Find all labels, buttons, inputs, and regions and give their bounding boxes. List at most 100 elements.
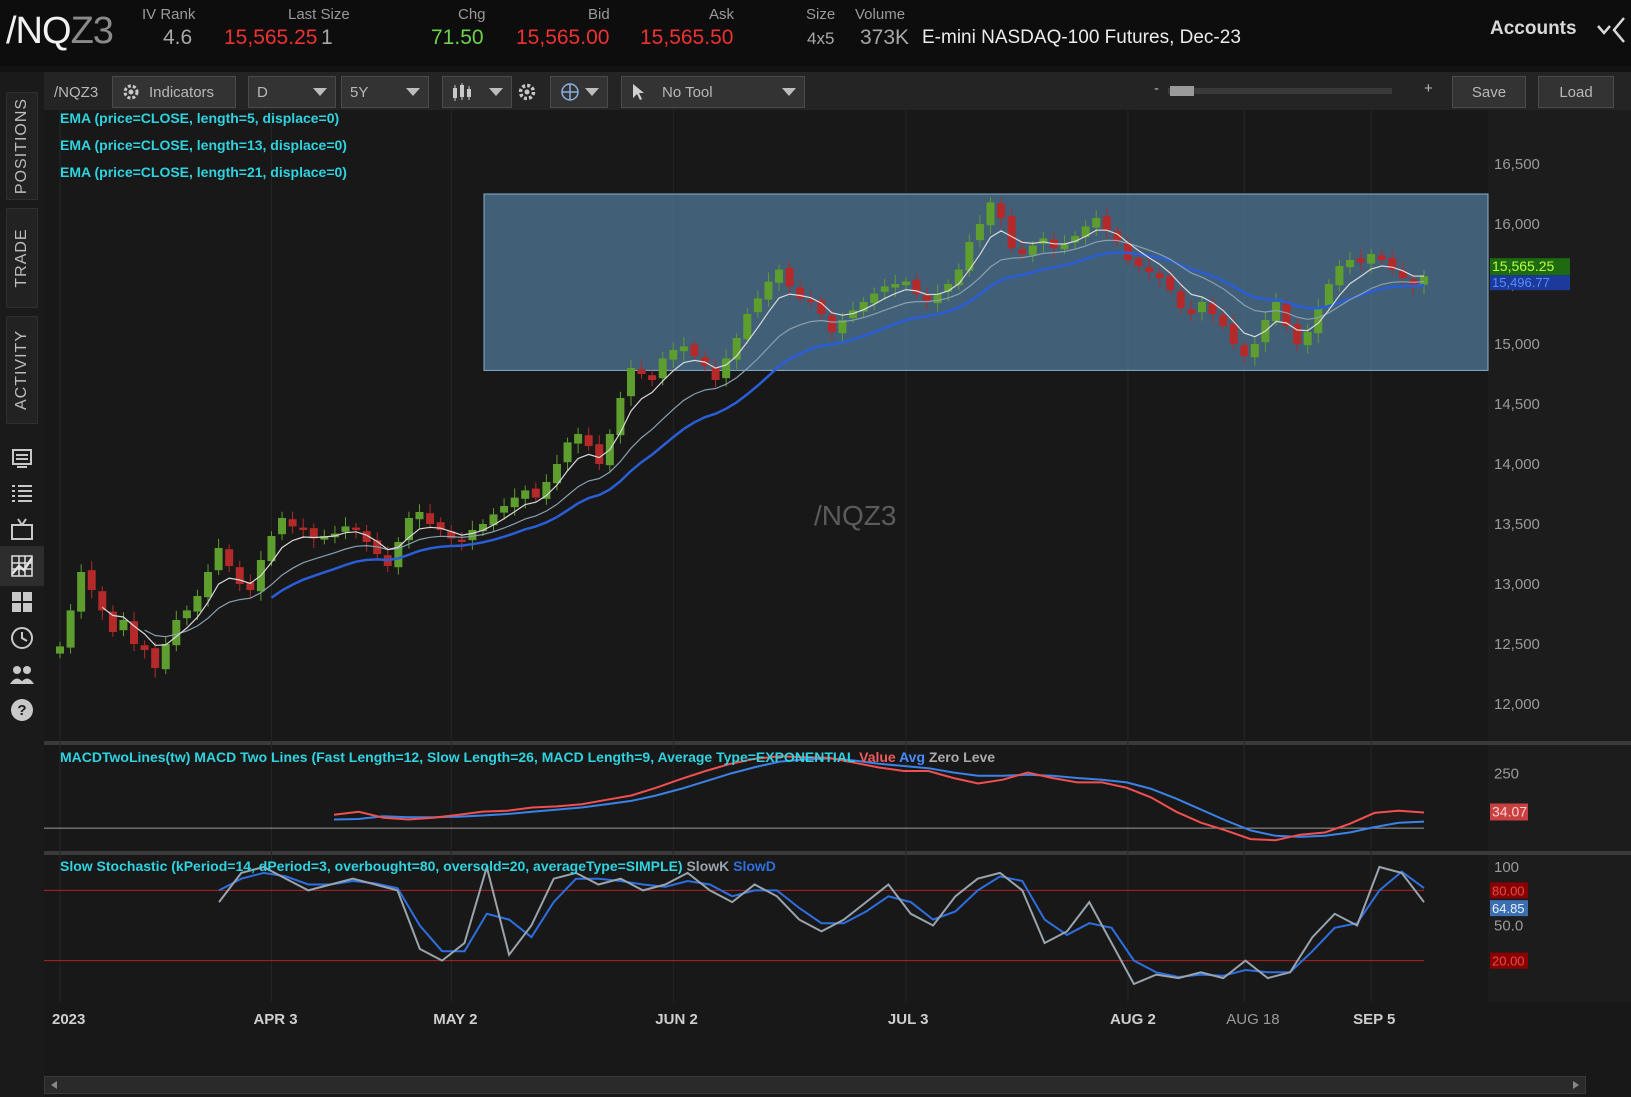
candle-body bbox=[552, 464, 561, 484]
tiles-icon[interactable] bbox=[8, 588, 36, 616]
candle-body bbox=[616, 398, 625, 436]
indicators-button[interactable]: Indicators bbox=[112, 76, 236, 108]
tab-activity[interactable]: ACTIVITY bbox=[6, 316, 38, 424]
macd-title: MACDTwoLines(tw) MACD Two Lines (Fast Le… bbox=[60, 749, 856, 765]
chart-toolbar: /NQZ3 Indicators D 5Y No Tool - + Save L… bbox=[44, 72, 1631, 110]
stoch-legend[interactable]: Slow Stochastic (kPeriod=14, dPeriod=3, … bbox=[60, 858, 776, 874]
overbought-badge bbox=[1490, 882, 1528, 899]
scroll-right-icon[interactable] bbox=[1569, 1078, 1583, 1092]
candle-body bbox=[1197, 302, 1206, 313]
candle-body bbox=[933, 293, 942, 304]
slowd-badge bbox=[1490, 900, 1528, 917]
candle-body bbox=[362, 531, 371, 542]
price-axis-tick: 12,000 bbox=[1494, 696, 1540, 713]
candle-body bbox=[722, 358, 731, 379]
date-axis-tick: JUN 2 bbox=[655, 1011, 698, 1028]
candle-body bbox=[1219, 315, 1228, 326]
slowd-legend: SlowD bbox=[733, 858, 776, 874]
monitor-icon[interactable] bbox=[8, 444, 36, 472]
candle-body bbox=[1081, 226, 1090, 238]
last-size-qty: 1 bbox=[321, 26, 333, 49]
candle-body bbox=[447, 531, 456, 539]
save-button[interactable]: Save bbox=[1452, 76, 1526, 108]
left-sidebar: POSITIONS TRADE ACTIVITY ? bbox=[0, 72, 44, 1097]
price-axis-tick: 15,000 bbox=[1494, 336, 1540, 353]
accounts-menu[interactable]: Accounts bbox=[1490, 18, 1577, 39]
change-label: Chg bbox=[458, 6, 486, 23]
date-axis-bg bbox=[44, 1002, 1631, 1032]
stoch-title: Slow Stochastic (kPeriod=14, dPeriod=3, … bbox=[60, 858, 683, 874]
candle-body bbox=[806, 299, 815, 302]
candle-body bbox=[775, 269, 784, 283]
candle-body bbox=[204, 572, 213, 598]
candle-body bbox=[108, 611, 117, 632]
price-axis-tick: 13,500 bbox=[1494, 516, 1540, 533]
list-icon[interactable] bbox=[8, 480, 36, 508]
chevron-down-icon[interactable] bbox=[1596, 23, 1612, 37]
drawing-style-dropdown[interactable] bbox=[550, 76, 608, 108]
chart-style-dropdown[interactable] bbox=[442, 76, 512, 108]
active-chart-tab[interactable] bbox=[0, 546, 44, 586]
candle-body bbox=[1039, 238, 1048, 244]
zoom-slider-handle[interactable] bbox=[1170, 86, 1194, 96]
ema13-label[interactable]: EMA (price=CLOSE, length=13, displace=0) bbox=[60, 137, 347, 153]
candle-body bbox=[140, 645, 149, 650]
aggregation-dropdown[interactable]: D bbox=[248, 76, 336, 108]
price-axis-tick: 12,500 bbox=[1494, 636, 1540, 653]
candle-body bbox=[1123, 243, 1132, 260]
svg-text:?: ? bbox=[17, 702, 26, 719]
candle-body bbox=[172, 620, 181, 646]
candle-body bbox=[278, 518, 287, 535]
symbol-display[interactable]: /NQZ3 bbox=[6, 10, 114, 53]
candle-body bbox=[1356, 258, 1365, 263]
chevron-down-icon bbox=[585, 88, 599, 96]
candle-body bbox=[66, 610, 75, 648]
tab-trade[interactable]: TRADE bbox=[6, 208, 38, 308]
candle-body bbox=[1187, 309, 1196, 314]
ema21-line bbox=[270, 250, 1425, 599]
macd-value-legend: Value bbox=[859, 749, 896, 765]
gear-icon[interactable] bbox=[516, 81, 538, 103]
aggregation-value: D bbox=[257, 83, 268, 101]
collapse-chevron-icon[interactable] bbox=[1608, 14, 1630, 46]
help-icon[interactable]: ? bbox=[8, 696, 36, 724]
chart-grid-icon[interactable] bbox=[8, 552, 36, 580]
scroll-left-icon[interactable] bbox=[47, 1078, 61, 1092]
timeframe-dropdown[interactable]: 5Y bbox=[341, 76, 429, 108]
chart-symbol-label[interactable]: /NQZ3 bbox=[54, 84, 99, 101]
zoom-slider-track[interactable] bbox=[1168, 86, 1392, 96]
last-price-label: 15,565.25 bbox=[1492, 258, 1554, 274]
clock-icon[interactable] bbox=[8, 624, 36, 652]
people-icon[interactable] bbox=[8, 660, 36, 688]
zoom-out-button[interactable]: - bbox=[1154, 80, 1159, 97]
zoom-in-button[interactable]: + bbox=[1424, 80, 1433, 97]
ema5-label[interactable]: EMA (price=CLOSE, length=5, displace=0) bbox=[60, 110, 340, 126]
ema21-label[interactable]: EMA (price=CLOSE, length=21, displace=0) bbox=[60, 164, 347, 180]
load-button[interactable]: Load bbox=[1538, 76, 1614, 108]
candle-body bbox=[1420, 276, 1428, 285]
candle-body bbox=[1092, 218, 1101, 228]
candle-body bbox=[468, 530, 477, 541]
candle-body bbox=[743, 314, 752, 340]
timeframe-value: 5Y bbox=[350, 83, 369, 101]
price-axis-tick: 14,500 bbox=[1494, 396, 1540, 413]
chart-area[interactable]: 16,50016,00015,50015,00014,50014,00013,5… bbox=[44, 110, 1631, 1097]
candle-body bbox=[1018, 249, 1027, 254]
candle-body bbox=[1134, 258, 1143, 266]
tab-positions[interactable]: POSITIONS bbox=[6, 92, 38, 200]
drawing-tool-dropdown[interactable]: No Tool bbox=[621, 76, 805, 108]
candle-body bbox=[214, 548, 223, 571]
chart-canvas[interactable]: 16,50016,00015,50015,00014,50014,00013,5… bbox=[44, 110, 1631, 1097]
macd-pane-bg bbox=[44, 746, 1631, 850]
candle-body bbox=[870, 293, 879, 304]
candle-body bbox=[1324, 284, 1333, 307]
candle-body bbox=[849, 310, 858, 319]
candle-body bbox=[986, 202, 995, 226]
slowk-line bbox=[218, 863, 1425, 986]
candle-body bbox=[1208, 303, 1217, 314]
date-axis-tick: APR 3 bbox=[253, 1011, 297, 1028]
horizontal-scrollbar[interactable] bbox=[44, 1076, 1586, 1094]
candle-body bbox=[521, 490, 530, 499]
macd-legend[interactable]: MACDTwoLines(tw) MACD Two Lines (Fast Le… bbox=[60, 749, 995, 765]
tv-icon[interactable] bbox=[8, 516, 36, 544]
